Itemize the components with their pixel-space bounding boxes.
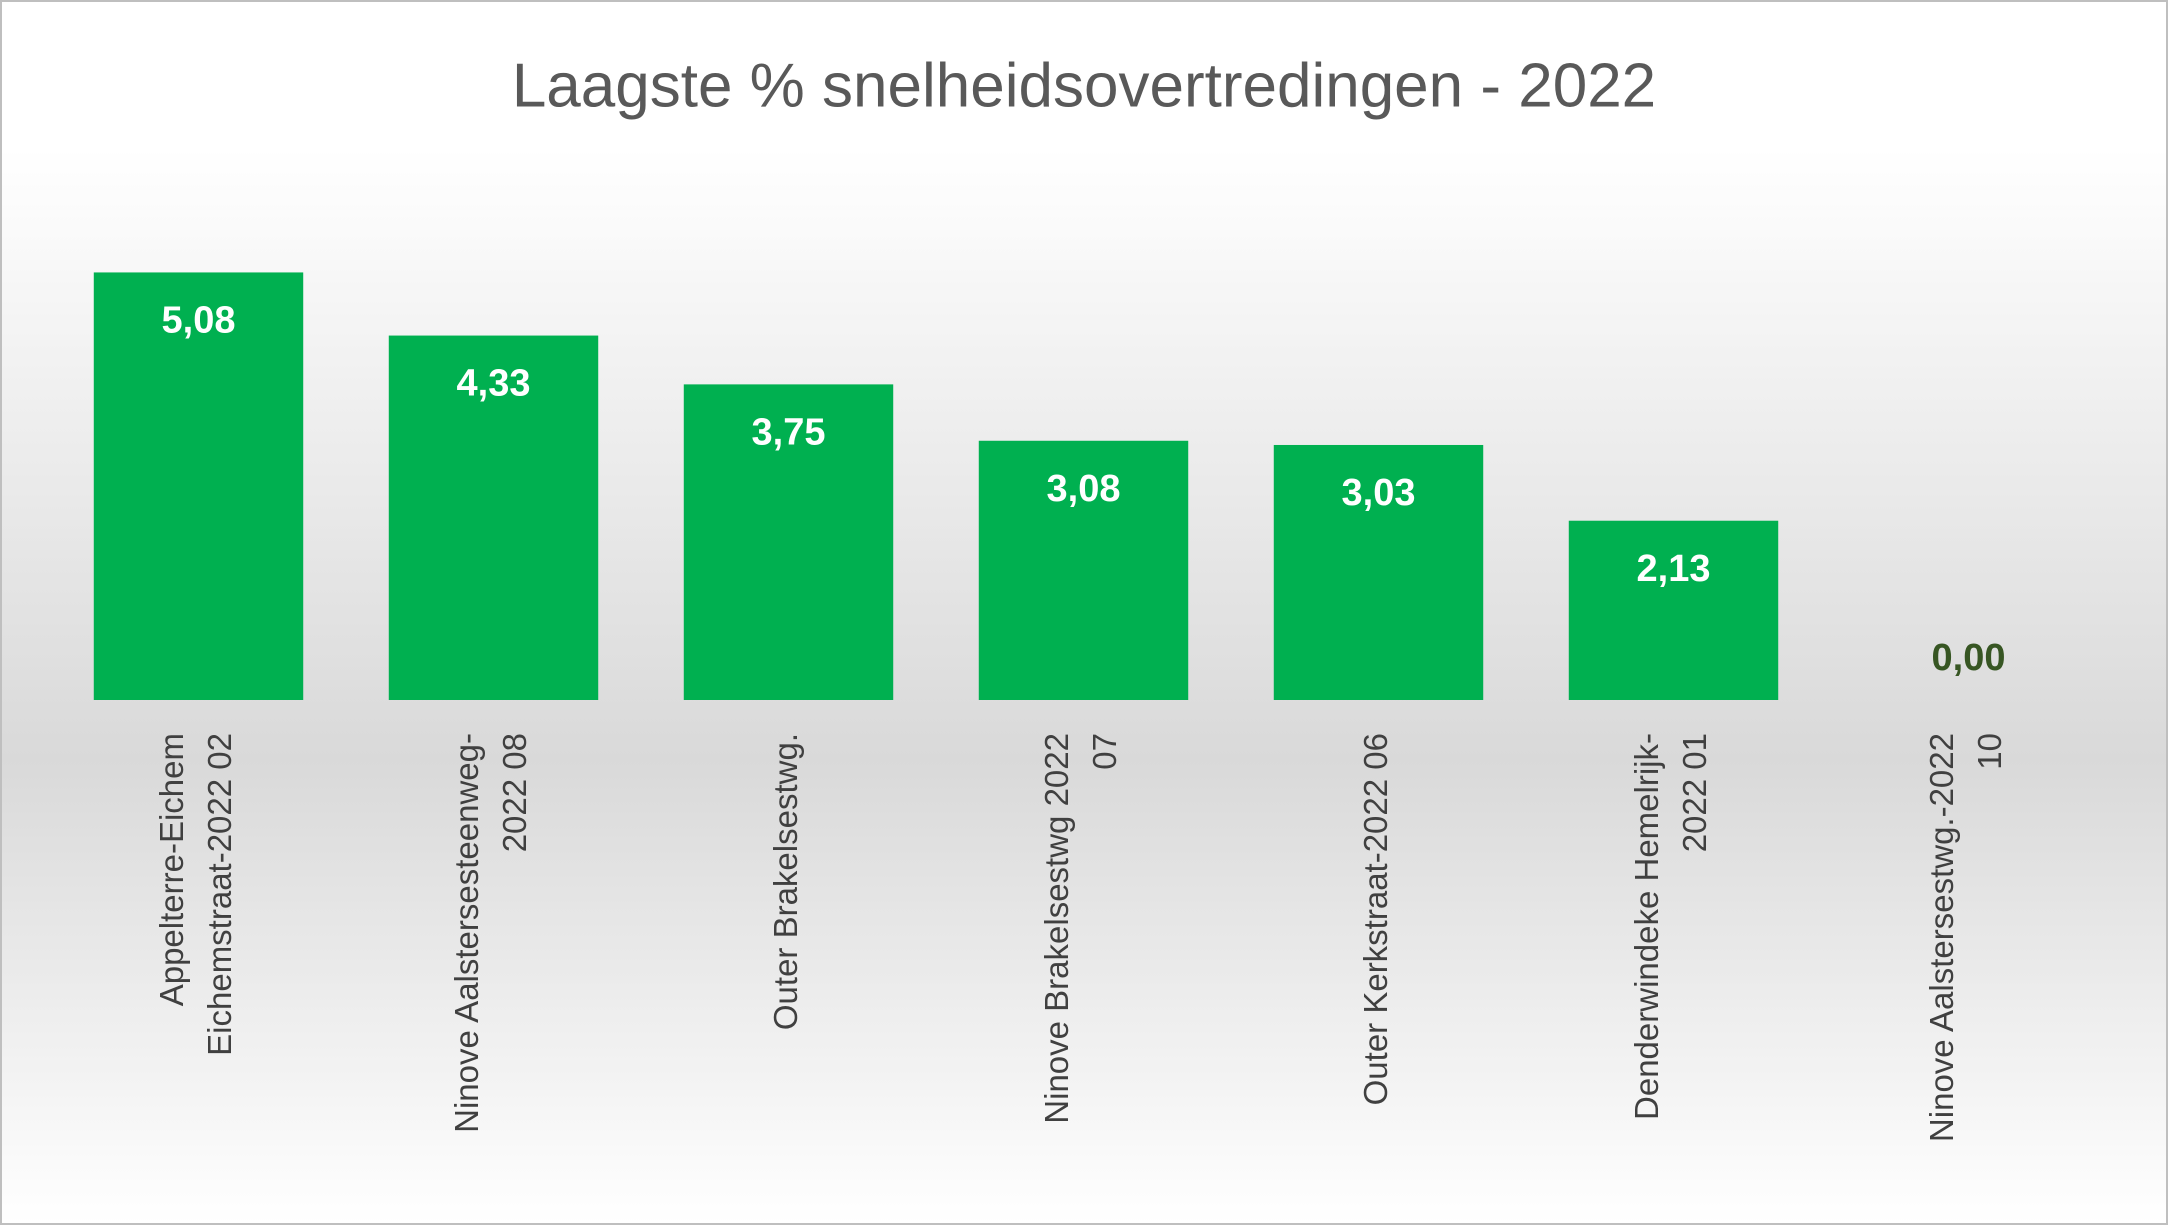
value-label: 3,08	[1047, 468, 1121, 510]
bar	[388, 335, 599, 700]
x-tick-label: Eichemstraat-2022 02	[201, 733, 238, 1056]
bar	[683, 384, 894, 700]
x-tick-label: Ninove Aalstersesteenweg-	[448, 733, 485, 1133]
chart-title: Laagste % snelheidsovertredingen - 2022	[512, 51, 1656, 120]
x-tick-label: Outer Brakelsestwg.	[767, 733, 804, 1030]
x-tick-label: 07	[1086, 733, 1123, 770]
x-tick-label: Denderwindeke Hemelrijk-	[1628, 733, 1665, 1120]
bar	[978, 440, 1189, 700]
x-tick-label: Appelterre-Eichem	[153, 733, 190, 1006]
bar	[1568, 520, 1779, 700]
value-label: 4,33	[457, 363, 531, 405]
value-label: 3,75	[752, 411, 826, 453]
x-tick-label: Ninove Brakelsestwg 2022	[1038, 733, 1075, 1124]
x-tick-label: Outer Kerkstraat-2022 06	[1357, 733, 1394, 1105]
x-tick-label: 10	[1971, 733, 2008, 770]
x-tick-label: Ninove Aalstersestwg.-2022	[1923, 733, 1960, 1142]
bar	[93, 272, 304, 700]
value-label: 3,03	[1342, 472, 1416, 514]
value-label: 0,00	[1932, 637, 2006, 679]
x-tick-label: 2022 08	[496, 733, 533, 852]
bar	[1273, 444, 1484, 700]
x-tick-label: 2022 01	[1676, 733, 1713, 852]
value-label: 5,08	[162, 299, 236, 341]
value-label: 2,13	[1637, 548, 1711, 590]
